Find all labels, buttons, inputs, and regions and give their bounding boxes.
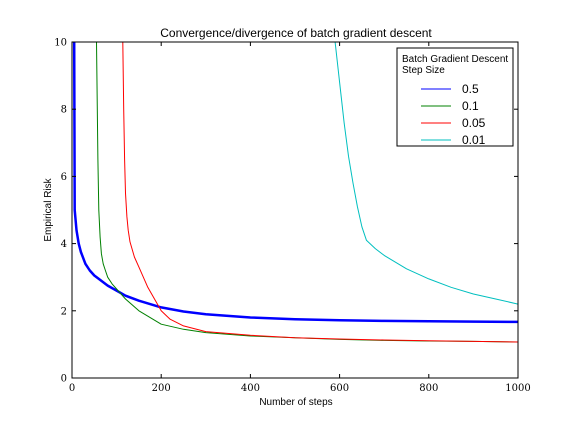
legend: Batch Gradient Descent Step Size 0.50.10.… [396,47,514,147]
x-tick-label: 200 [152,383,171,394]
y-axis-label: Empirical Risk [43,177,54,241]
y-tick-label: 8 [61,105,67,116]
series-line-0_05 [122,42,518,343]
x-tick-label: 800 [419,383,438,394]
x-axis-label: Number of steps [259,397,332,408]
legend-box [396,47,514,147]
legend-items: 0.5 0.1 0.05 0.01 [421,82,486,147]
plot-lines [72,42,518,343]
legend-label: 0.1 [462,99,479,113]
x-tick-label: 400 [241,383,260,394]
y-tick-label: 4 [61,239,67,250]
x-tick-label: 600 [330,383,349,394]
legend-title: Batch Gradient Descent Step Size [402,54,508,76]
series-line-0_01 [334,42,518,305]
chart-title: Convergence/divergence of batch gradient… [160,26,432,40]
legend-label: 0.05 [462,116,486,130]
y-tick-label: 2 [61,306,67,317]
plot-frame [71,41,519,379]
y-tick-label: 0 [61,374,67,385]
x-tick-label: 0 [69,383,75,394]
y-ticks: 0 2 4 6 8 10 [54,38,518,385]
legend-label: 0.5 [462,82,479,96]
y-tick-label: 6 [61,172,67,183]
series-line-0_5 [72,42,518,324]
x-tick-label: 1000 [505,383,530,394]
y-tick-label: 10 [54,38,67,49]
x-ticks: 0 200 400 600 800 1000 [69,42,531,394]
legend-label: 0.01 [462,133,486,147]
